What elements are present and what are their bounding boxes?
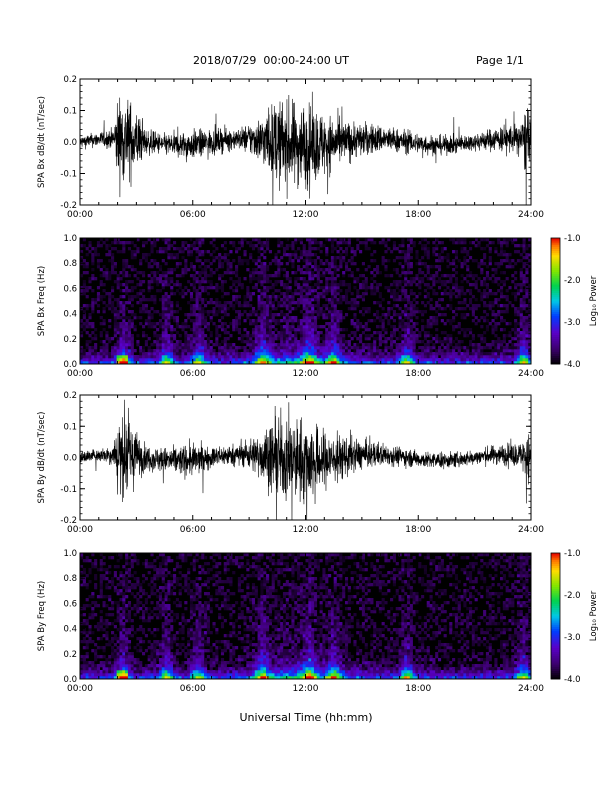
y-tick-label: 0.2 [63, 391, 77, 401]
x-tick-label: 24:00 [518, 684, 544, 694]
y-tick-label: 0.4 [63, 310, 77, 320]
y-tick-label: 0.0 [63, 138, 77, 148]
y-tick-label: 0.8 [63, 259, 77, 269]
x-axis-title: Universal Time (hh:mm) [239, 711, 373, 724]
x-tick-label: 00:00 [67, 525, 93, 535]
colorbar-tick-label: -4.0 [564, 360, 581, 370]
x-tick-label: 12:00 [293, 525, 319, 535]
x-tick-label: 12:00 [293, 369, 319, 379]
x-tick-label: 18:00 [405, 684, 431, 694]
y-tick-label: 0.6 [63, 284, 77, 294]
x-tick-label: 24:00 [518, 210, 544, 220]
y-tick-label: -0.1 [60, 485, 77, 495]
x-tick-label: 00:00 [67, 210, 93, 220]
page-number: Page 1/1 [476, 54, 524, 67]
y-tick-label: 0.0 [63, 675, 77, 685]
colorbar-tick-label: -1.0 [564, 549, 581, 559]
x-tick-label: 24:00 [518, 369, 544, 379]
y-tick-label: 0.2 [63, 75, 77, 85]
x-tick-label: 18:00 [405, 525, 431, 535]
colorbar-tick-label: -1.0 [564, 234, 581, 244]
colorbar-label: Log₁₀ Power [589, 590, 599, 641]
y-tick-label: 0.0 [63, 360, 77, 370]
y-axis-label: SPA Bx Freq (Hz) [37, 266, 47, 336]
colorbar-tick-label: -3.0 [564, 318, 581, 328]
heatmap-cells [80, 553, 532, 680]
x-tick-label: 12:00 [293, 684, 319, 694]
y-tick-label: 0.8 [63, 574, 77, 584]
y-axis-label: SPA Bx dB/dt (nT/sec) [37, 96, 47, 188]
y-tick-label: 0.2 [63, 650, 77, 660]
y-tick-label: 0.1 [63, 422, 77, 432]
colorbar-tick-label: -4.0 [564, 675, 581, 685]
y-tick-label: -0.2 [60, 201, 77, 211]
y-tick-label: 0.2 [63, 335, 77, 345]
colorbar-label: Log₁₀ Power [589, 275, 599, 326]
y-tick-label: 0.1 [63, 107, 77, 117]
y-tick-label: 1.0 [63, 549, 77, 559]
colorbar-tick-label: -3.0 [564, 633, 581, 643]
x-tick-label: 06:00 [180, 684, 206, 694]
x-tick-label: 18:00 [405, 369, 431, 379]
panel-2: 00:00 06:00 12:00 18:00 24:00 0.0 0.2 0.4 0.6 0.8… [37, 234, 599, 379]
panel-3: 00:00 06:00 12:00 18:00 24:00 -0.2 -0.1 0.0 0.1 0… [37, 391, 544, 535]
colorbar: -1.0 -2.0 -3.0 -4.0 Log₁₀ Power [550, 549, 599, 685]
x-tick-label: 06:00 [180, 210, 206, 220]
y-tick-label: 0.4 [63, 625, 77, 635]
y-tick-label: 1.0 [63, 234, 77, 244]
colorbar: -1.0 -2.0 -3.0 -4.0 Log₁₀ Power [550, 234, 599, 370]
x-tick-label: 12:00 [293, 210, 319, 220]
page-title: 2018/07/29 00:00-24:00 UT [193, 54, 350, 67]
y-tick-label: -0.1 [60, 170, 77, 180]
x-tick-label: 06:00 [180, 525, 206, 535]
x-tick-label: 00:00 [67, 369, 93, 379]
heatmap-cells [80, 238, 532, 365]
panel-1: 00:00 06:00 12:00 18:00 24:00 -0.2 -0.1 0.0 0.1 0… [37, 75, 544, 220]
x-tick-label: 24:00 [518, 525, 544, 535]
y-axis-label: SPA By Freq (Hz) [37, 581, 47, 651]
x-tick-label: 18:00 [405, 210, 431, 220]
y-tick-label: 0.6 [63, 599, 77, 609]
colorbar-tick-label: -2.0 [564, 276, 581, 286]
series-line [80, 91, 531, 205]
y-tick-label: 0.0 [63, 454, 77, 464]
x-tick-label: 00:00 [67, 684, 93, 694]
series-line [80, 399, 531, 520]
panel-4: 00:00 06:00 12:00 18:00 24:00 0.0 0.2 0.4 0.6 0.8… [37, 549, 599, 694]
y-axis-label: SPA By dB/dt (nT/sec) [37, 412, 47, 504]
colorbar-tick-label: -2.0 [564, 591, 581, 601]
y-tick-label: -0.2 [60, 516, 77, 526]
x-tick-label: 06:00 [180, 369, 206, 379]
